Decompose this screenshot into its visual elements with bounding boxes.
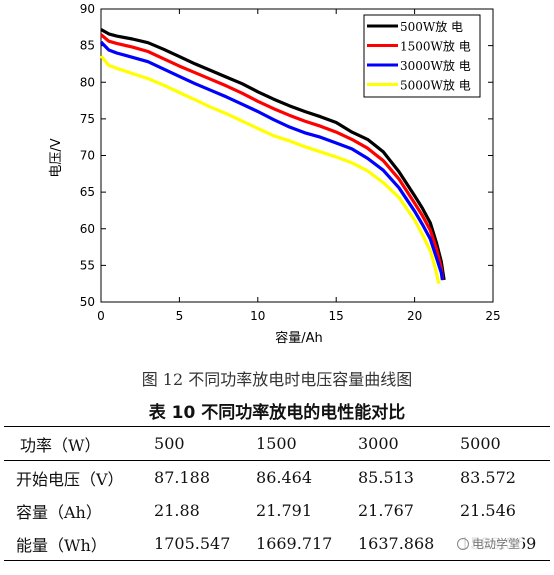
watermark-logo: 电动学堂 bbox=[454, 534, 524, 553]
legend-label: 3000W放 电 bbox=[400, 58, 471, 73]
y-axis-label: 电压/V bbox=[49, 138, 64, 177]
table-row: 开始电压（V） 87.188 86.464 85.513 83.572 bbox=[4, 461, 550, 495]
table-cell: 21.88 bbox=[154, 501, 200, 520]
table-cell: 86.464 bbox=[256, 468, 312, 487]
table-cell: 1637.868 bbox=[346, 527, 448, 561]
x-tick-label: 20 bbox=[407, 309, 422, 323]
header-cell-power: 功率（W） bbox=[4, 426, 143, 461]
x-tick-label: 25 bbox=[485, 309, 500, 323]
series-line-0 bbox=[100, 28, 446, 281]
x-tick-label: 5 bbox=[176, 309, 184, 323]
legend-label: 5000W放 电 bbox=[400, 78, 471, 93]
table-cell: 21.767 bbox=[358, 501, 414, 520]
row-label-capacity: 容量（Ah） bbox=[16, 502, 102, 522]
y-tick-label: 90 bbox=[80, 2, 95, 16]
header-cell-5000: 5000 bbox=[447, 426, 550, 461]
series-line-1 bbox=[99, 33, 445, 281]
plot-lines bbox=[99, 28, 446, 285]
voltage-capacity-chart: 0 5 10 15 20 25 50 55 60 65 70 75 80 85 90 500W放 电 1500… bbox=[49, 2, 501, 346]
y-tick-label: 55 bbox=[80, 258, 95, 272]
watermark-text: 电动学堂 bbox=[472, 537, 521, 551]
x-tick-label: 15 bbox=[329, 309, 344, 323]
table-cell: 83.572 bbox=[459, 468, 516, 487]
header-cell-3000: 3000 bbox=[346, 426, 448, 461]
legend: 500W放 电 1500W放 电 3000W放 电 5000W放 电 bbox=[363, 14, 481, 98]
legend-label: 1500W放 电 bbox=[400, 39, 471, 54]
table-cell: 1669.717 bbox=[244, 527, 346, 561]
table-cell: 21.791 bbox=[256, 501, 312, 520]
figure-caption: 图 12 不同功率放电时电压容量曲线图 bbox=[141, 370, 413, 389]
x-axis-label: 容量/Ah bbox=[275, 330, 323, 346]
table-row: 容量（Ah） 21.88 21.791 21.767 21.546 bbox=[4, 494, 550, 527]
x-tick-label: 10 bbox=[250, 309, 265, 323]
header-cell-1500: 1500 bbox=[244, 426, 346, 461]
series-line-2 bbox=[99, 40, 444, 281]
row-label-start-voltage: 开始电压（V） bbox=[16, 469, 124, 489]
table-title: 表 10 不同功率放电的电性能对比 bbox=[148, 403, 406, 423]
table-cell: 21.546 bbox=[459, 501, 516, 520]
header-cell-500: 500 bbox=[142, 426, 245, 461]
performance-table: 功率（W） 500 1500 3000 5000 开始电压（V） 87.188 … bbox=[4, 426, 550, 561]
wechat-icon bbox=[457, 538, 469, 550]
table-header-row: 功率（W） 500 1500 3000 5000 bbox=[4, 426, 550, 461]
x-tick-label: 0 bbox=[97, 309, 105, 323]
table-cell: 87.188 bbox=[154, 468, 211, 487]
legend-label: 500W放 电 bbox=[400, 19, 463, 34]
y-tick-label: 50 bbox=[80, 295, 95, 309]
series-line-3 bbox=[99, 54, 441, 285]
y-tick-label: 65 bbox=[80, 185, 95, 199]
y-tick-label: 70 bbox=[80, 149, 95, 163]
y-tick-label: 60 bbox=[80, 222, 95, 236]
plot-axes: 0 5 10 15 20 25 50 55 60 65 70 75 80 85 90 bbox=[80, 2, 501, 323]
y-tick-label: 75 bbox=[80, 112, 95, 126]
table-cell: 1705.547 bbox=[142, 527, 245, 561]
table-cell: 85.513 bbox=[358, 468, 414, 487]
y-tick-label: 80 bbox=[80, 75, 95, 89]
y-tick-label: 85 bbox=[80, 39, 95, 53]
row-label-energy: 能量（Wh） bbox=[4, 527, 143, 561]
